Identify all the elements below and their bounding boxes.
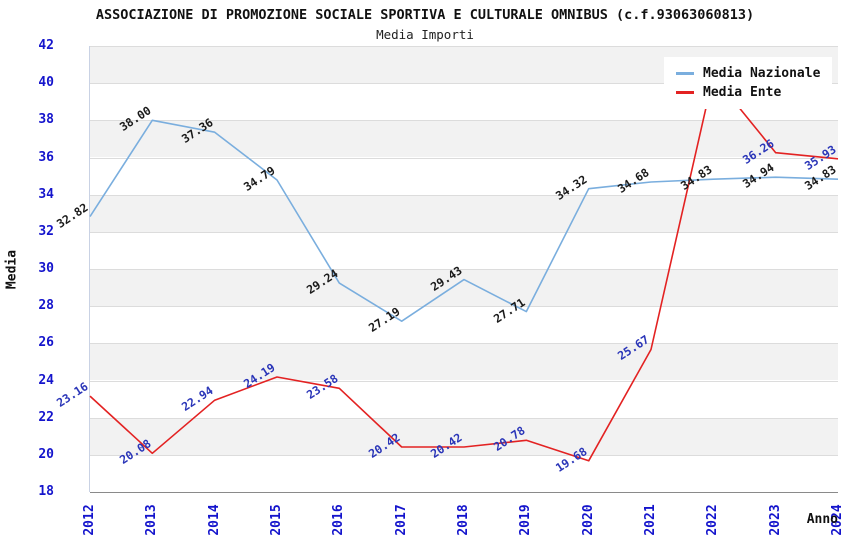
series-line-media-nazionale <box>89 119 839 323</box>
y-tick-label: 18 <box>38 484 54 499</box>
plot-band <box>90 417 838 455</box>
x-tick-label: 2020 <box>580 504 596 536</box>
x-tick-label: 2018 <box>456 504 471 536</box>
x-tick-label: 2019 <box>518 504 534 536</box>
y-tick-label: 22 <box>38 409 54 425</box>
y-tick-label: 24 <box>38 372 54 388</box>
gridline <box>90 269 838 270</box>
plot-band <box>90 343 838 381</box>
x-tick-label: 2022 <box>705 504 721 536</box>
y-tick-label: 36 <box>38 149 54 165</box>
x-tick-label: 2015 <box>269 504 284 536</box>
gridline <box>90 83 838 85</box>
gridline <box>90 417 838 419</box>
y-tick-label: 34 <box>38 186 54 202</box>
y-tick-label: 32 <box>38 223 54 239</box>
x-tick-label: 2012 <box>82 504 97 536</box>
x-tick-label: 2016 <box>331 504 347 536</box>
y-tick-label: 42 <box>38 38 54 53</box>
x-axis-title: Anno <box>806 512 838 527</box>
gridline <box>90 492 838 493</box>
data-label: 32.82 <box>54 199 91 231</box>
y-tick-label: 38 <box>38 112 54 128</box>
gridline <box>90 46 838 47</box>
x-tick-label: 2021 <box>643 504 658 536</box>
gridline <box>90 454 838 456</box>
gridline <box>90 231 838 233</box>
legend-label: Media Ente <box>703 85 782 100</box>
gridline <box>90 380 838 382</box>
gridline <box>90 306 838 308</box>
y-tick-label: 20 <box>38 446 54 462</box>
gridline <box>90 194 838 196</box>
y-tick-label: 40 <box>38 75 54 91</box>
legend: Media Nazionale Media Ente <box>664 57 833 109</box>
legend-line-icon <box>676 91 694 94</box>
gridline <box>90 157 838 159</box>
x-tick-label: 2014 <box>206 504 222 536</box>
legend-line-icon <box>676 72 694 75</box>
chart-subtitle: Media Importi <box>376 27 474 42</box>
legend-item: Media Ente <box>676 83 820 102</box>
plot-band <box>90 120 838 158</box>
gridline <box>90 343 838 345</box>
plot-band <box>90 194 838 232</box>
y-tick-label: 28 <box>38 298 54 314</box>
legend-label: Media Nazionale <box>703 66 821 81</box>
chart-title: ASSOCIAZIONE DI PROMOZIONE SOCIALE SPORT… <box>95 7 755 23</box>
x-tick-label: 2017 <box>393 504 409 536</box>
plot-band <box>90 269 838 307</box>
y-tick-label: 30 <box>38 261 54 276</box>
y-axis-title: Media <box>4 249 20 290</box>
plot-area <box>89 46 839 493</box>
gridline <box>90 120 838 122</box>
legend-item: Media Nazionale <box>676 64 820 83</box>
x-tick-label: 2013 <box>144 504 160 536</box>
data-label: 23.16 <box>54 379 91 410</box>
y-tick-label: 26 <box>38 335 54 351</box>
